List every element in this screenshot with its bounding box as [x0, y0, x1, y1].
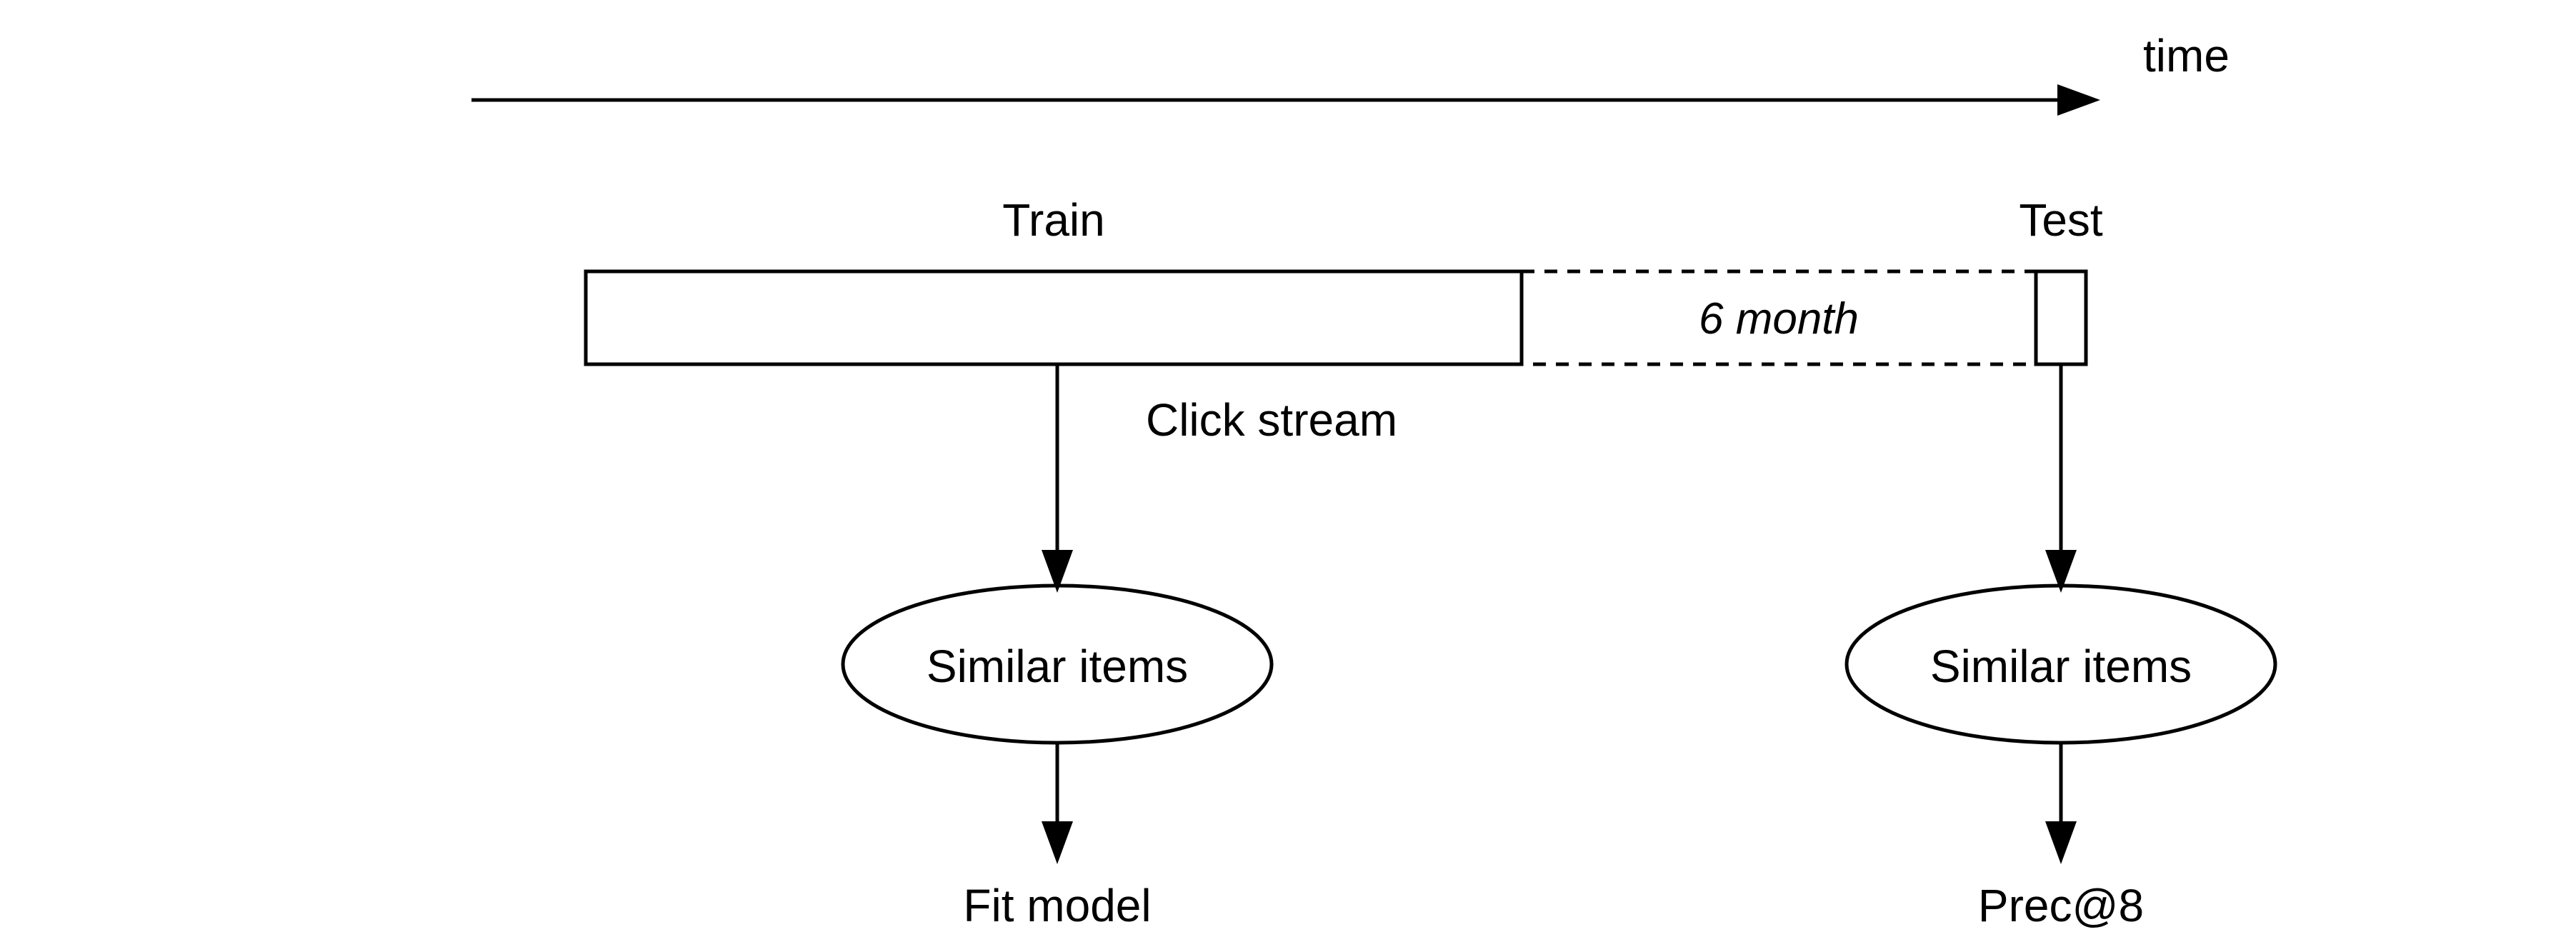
- similar-items-label-left: Similar items: [927, 641, 1188, 692]
- similar-items-label-right: Similar items: [1930, 641, 2192, 692]
- timeline-label: time: [2143, 30, 2230, 81]
- train-box: [586, 271, 1522, 364]
- test-box: [2036, 271, 2086, 364]
- gap-label: 6 month: [1699, 294, 1859, 344]
- prec-label: Prec@8: [1978, 880, 2144, 931]
- test-label: Test: [2019, 194, 2103, 246]
- train-label: Train: [1002, 194, 1104, 246]
- fit-model-label: Fit model: [963, 880, 1151, 931]
- click-stream-label: Click stream: [1146, 394, 1397, 446]
